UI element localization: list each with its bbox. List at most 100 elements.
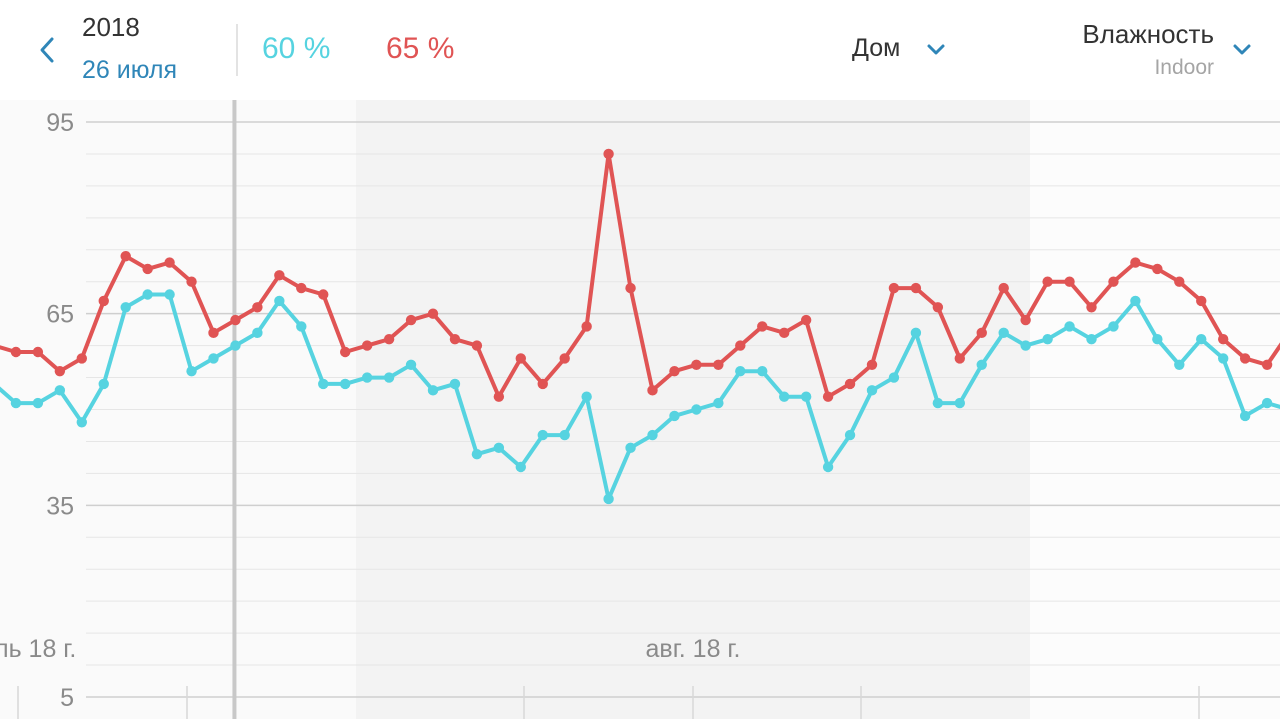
data-point: [1042, 334, 1053, 345]
data-point: [735, 365, 746, 377]
data-point: [998, 327, 1009, 339]
data-point: [625, 282, 636, 294]
data-point: [318, 378, 329, 390]
data-point: [888, 372, 900, 383]
data-point: [1196, 334, 1207, 345]
data-point: [1130, 257, 1141, 268]
x-axis-label: ль 18 г.: [0, 635, 76, 663]
data-point: [647, 429, 658, 441]
year-label: 2018: [82, 12, 140, 42]
data-point: [361, 372, 373, 383]
chevron-left-icon: [40, 37, 54, 63]
data-point: [691, 404, 702, 415]
data-point: [932, 397, 944, 409]
date-label[interactable]: 26 июля: [82, 56, 178, 84]
data-point: [1174, 276, 1185, 287]
data-point: [1064, 276, 1075, 287]
data-point: [1086, 302, 1097, 313]
data-point: [274, 270, 285, 281]
data-point: [186, 365, 197, 377]
y-tick-label: 35: [46, 492, 74, 520]
data-point: [1261, 397, 1273, 409]
data-point: [340, 378, 351, 390]
data-point: [1108, 321, 1119, 332]
data-point: [779, 391, 790, 402]
data-point: [208, 327, 219, 339]
chevron-down-icon[interactable]: [924, 40, 948, 60]
data-point: [800, 391, 812, 402]
data-point: [471, 340, 483, 351]
data-point: [559, 429, 570, 441]
y-tick-label: 5: [60, 684, 74, 712]
header: 2018 26 июля 60 % 65 % Дом Влажность Ind…: [0, 0, 1280, 100]
data-point: [713, 397, 724, 409]
metric-sub-label: Indoor: [1154, 56, 1214, 79]
data-point: [603, 148, 614, 160]
data-point: [1042, 276, 1053, 287]
data-point: [1020, 340, 1031, 351]
data-point: [976, 359, 987, 370]
chevron-down-icon[interactable]: [1230, 40, 1254, 60]
data-point: [1152, 334, 1163, 345]
data-point: [647, 385, 658, 396]
data-point: [866, 359, 878, 370]
data-point: [757, 365, 768, 377]
data-point: [1239, 353, 1251, 364]
data-point: [713, 359, 724, 370]
data-point: [383, 372, 395, 383]
data-point: [32, 346, 44, 358]
data-point: [449, 378, 461, 390]
data-point: [361, 340, 373, 351]
metric-selector[interactable]: Влажность: [1082, 19, 1214, 49]
data-point: [1064, 321, 1075, 332]
location-selector[interactable]: Дом: [852, 34, 901, 62]
data-point: [1218, 353, 1229, 364]
y-tick-label: 65: [46, 301, 74, 329]
data-point: [691, 359, 702, 370]
x-axis-label: авг. 18 г.: [646, 635, 741, 663]
data-point: [1020, 314, 1031, 326]
data-point: [537, 378, 548, 390]
data-point: [822, 461, 834, 473]
data-point: [910, 327, 922, 339]
data-point: [844, 378, 856, 390]
series-line-0: [0, 151, 1280, 399]
data-point: [427, 308, 439, 319]
data-point: [252, 327, 263, 339]
data-point: [493, 442, 505, 454]
data-point: [559, 353, 570, 364]
data-point: [54, 365, 66, 377]
data-point: [581, 391, 592, 402]
data-point: [186, 276, 197, 287]
data-point: [844, 429, 856, 441]
data-point: [1196, 295, 1207, 307]
data-point: [822, 391, 834, 402]
data-point: [98, 295, 109, 307]
data-point: [669, 365, 680, 377]
data-point: [98, 378, 109, 390]
data-point: [998, 282, 1009, 294]
data-point: [383, 334, 395, 345]
data-point: [1239, 410, 1251, 422]
data-point: [120, 302, 131, 313]
data-point: [581, 321, 592, 332]
data-point: [340, 346, 351, 358]
data-point: [1261, 359, 1273, 370]
data-point: [910, 282, 922, 294]
data-point: [449, 334, 461, 345]
data-point: [515, 353, 526, 364]
data-point: [493, 391, 505, 402]
data-point: [1130, 295, 1141, 307]
data-point: [32, 397, 44, 409]
humidity-chart[interactable]: 95 65 35 5 ль 18 г. авг. 18 г.: [0, 100, 1280, 719]
data-point: [405, 359, 417, 370]
data-point: [800, 314, 812, 326]
data-point: [10, 397, 22, 409]
data-point: [252, 302, 263, 313]
data-point: [76, 353, 88, 364]
header-divider: [236, 24, 238, 76]
data-point: [76, 417, 88, 428]
data-point: [779, 327, 790, 339]
data-point: [230, 340, 241, 351]
back-button[interactable]: [30, 30, 66, 70]
